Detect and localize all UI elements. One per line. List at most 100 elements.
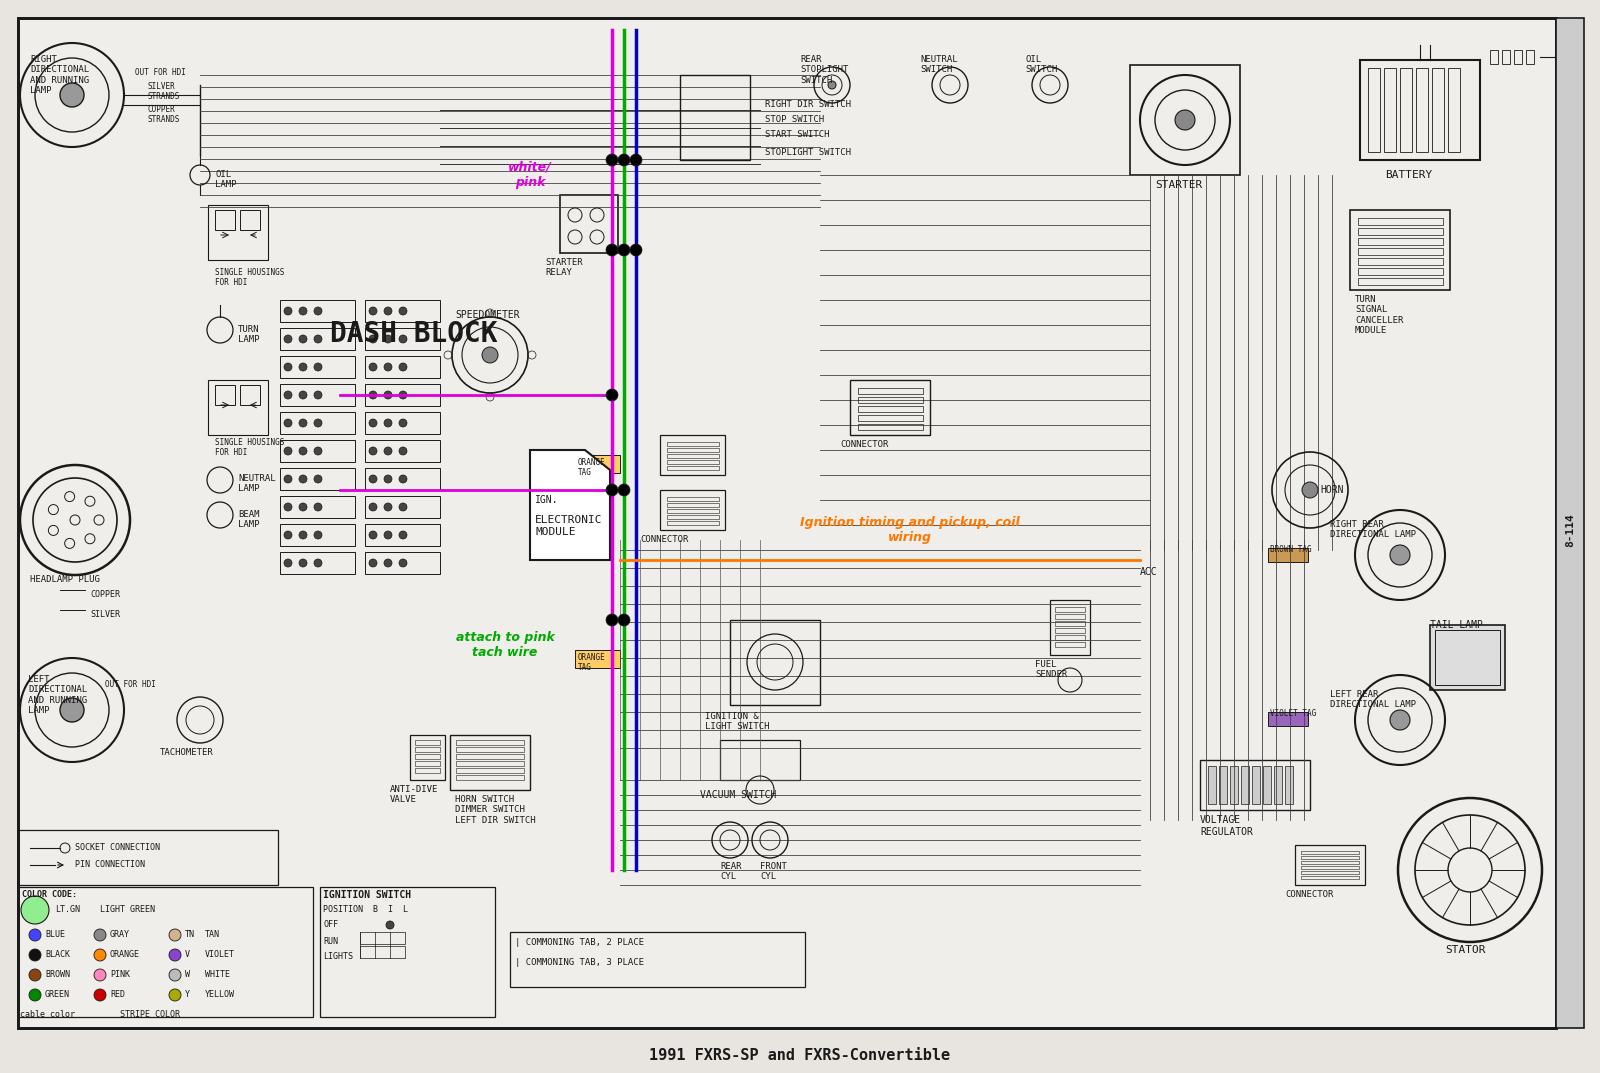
- Text: PINK: PINK: [110, 970, 130, 979]
- Text: CONNECTOR: CONNECTOR: [640, 535, 688, 544]
- Text: ORANGE: ORANGE: [110, 950, 141, 959]
- Bar: [667, 466, 718, 470]
- Circle shape: [170, 969, 181, 981]
- Text: TURN
LAMP: TURN LAMP: [238, 325, 259, 344]
- Text: BROWN TAG: BROWN TAG: [1270, 545, 1312, 554]
- Circle shape: [398, 559, 406, 567]
- Bar: [414, 761, 440, 766]
- Circle shape: [398, 503, 406, 511]
- Bar: [365, 440, 440, 462]
- Text: ORANGE
TAG: ORANGE TAG: [578, 653, 606, 673]
- Text: STARTER: STARTER: [1155, 180, 1202, 190]
- Circle shape: [370, 418, 378, 427]
- Text: IGNITION SWITCH: IGNITION SWITCH: [323, 890, 411, 900]
- Bar: [510, 932, 805, 987]
- Circle shape: [630, 155, 642, 166]
- Bar: [1430, 624, 1506, 690]
- Circle shape: [314, 307, 322, 315]
- Bar: [858, 406, 923, 412]
- Bar: [661, 435, 725, 475]
- Text: IGNITION &
LIGHT SWITCH: IGNITION & LIGHT SWITCH: [706, 712, 770, 732]
- Text: OUT FOR HDI: OUT FOR HDI: [106, 680, 155, 689]
- Bar: [320, 887, 494, 1017]
- Circle shape: [398, 335, 406, 343]
- Text: STOP SWITCH: STOP SWITCH: [765, 115, 824, 124]
- Circle shape: [285, 418, 291, 427]
- Text: BLUE: BLUE: [45, 930, 66, 939]
- Circle shape: [370, 503, 378, 511]
- Bar: [858, 397, 923, 403]
- Bar: [574, 455, 621, 473]
- Bar: [1400, 68, 1413, 152]
- Bar: [240, 385, 259, 405]
- Text: SPEEDOMETER: SPEEDOMETER: [454, 310, 520, 320]
- Bar: [1251, 766, 1261, 804]
- Text: Ignition timing and pickup, coil
wiring: Ignition timing and pickup, coil wiring: [800, 516, 1019, 544]
- Circle shape: [170, 929, 181, 941]
- Circle shape: [285, 391, 291, 399]
- Text: OIL
LAMP: OIL LAMP: [214, 170, 237, 190]
- Circle shape: [384, 391, 392, 399]
- Bar: [365, 300, 440, 322]
- Bar: [1526, 50, 1534, 64]
- Text: SILVER: SILVER: [90, 609, 120, 619]
- Circle shape: [299, 391, 307, 399]
- Bar: [667, 509, 718, 513]
- Circle shape: [606, 155, 618, 166]
- Text: SOCKET CONNECTION: SOCKET CONNECTION: [75, 843, 160, 852]
- Text: REAR
CYL: REAR CYL: [720, 862, 741, 881]
- Text: OUT FOR HDI: OUT FOR HDI: [134, 68, 186, 77]
- Circle shape: [314, 391, 322, 399]
- Circle shape: [21, 896, 50, 924]
- Circle shape: [285, 559, 291, 567]
- Bar: [280, 468, 355, 490]
- Text: TAN: TAN: [205, 930, 221, 939]
- Circle shape: [384, 335, 392, 343]
- Bar: [850, 380, 930, 435]
- Bar: [1368, 68, 1379, 152]
- Bar: [240, 210, 259, 230]
- Text: CONNECTOR: CONNECTOR: [1285, 890, 1333, 899]
- Circle shape: [94, 949, 106, 961]
- Circle shape: [285, 503, 291, 511]
- Text: white/
pink: white/ pink: [509, 161, 552, 189]
- Circle shape: [618, 484, 630, 496]
- Text: STATOR: STATOR: [1445, 945, 1485, 955]
- Text: Y: Y: [186, 990, 190, 999]
- Bar: [360, 946, 405, 958]
- Bar: [280, 496, 355, 518]
- Text: RIGHT REAR
DIRECTIONAL LAMP: RIGHT REAR DIRECTIONAL LAMP: [1330, 520, 1416, 540]
- Text: VIOLET: VIOLET: [205, 950, 235, 959]
- Circle shape: [1390, 710, 1410, 730]
- Text: HORN SWITCH
DIMMER SWITCH
LEFT DIR SWITCH: HORN SWITCH DIMMER SWITCH LEFT DIR SWITC…: [454, 795, 536, 825]
- Circle shape: [398, 475, 406, 483]
- Circle shape: [314, 335, 322, 343]
- Circle shape: [370, 391, 378, 399]
- Circle shape: [61, 83, 83, 107]
- Bar: [208, 205, 269, 260]
- Circle shape: [370, 335, 378, 343]
- Circle shape: [285, 531, 291, 539]
- Text: LT.GN: LT.GN: [54, 905, 80, 914]
- Circle shape: [482, 347, 498, 363]
- Bar: [1384, 68, 1395, 152]
- Bar: [1358, 278, 1443, 285]
- Bar: [1416, 68, 1429, 152]
- Bar: [450, 735, 530, 790]
- Bar: [680, 75, 750, 160]
- Circle shape: [94, 989, 106, 1001]
- Circle shape: [618, 155, 630, 166]
- Text: GREEN: GREEN: [45, 990, 70, 999]
- Circle shape: [314, 418, 322, 427]
- Bar: [365, 384, 440, 406]
- Text: OIL
SWITCH: OIL SWITCH: [1026, 55, 1058, 74]
- Text: ANTI-DIVE
VALVE: ANTI-DIVE VALVE: [390, 785, 438, 805]
- Text: W: W: [186, 970, 190, 979]
- Text: NEUTRAL
LAMP: NEUTRAL LAMP: [238, 474, 275, 494]
- Bar: [1301, 856, 1358, 859]
- Circle shape: [384, 307, 392, 315]
- Bar: [661, 490, 725, 530]
- Bar: [1358, 227, 1443, 235]
- Text: YELLOW: YELLOW: [205, 990, 235, 999]
- Circle shape: [606, 614, 618, 626]
